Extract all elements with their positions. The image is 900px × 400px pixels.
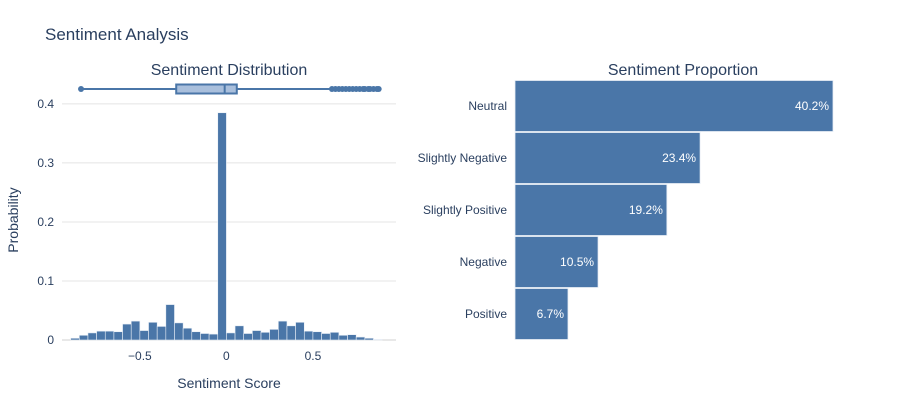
y-tick-label: 0.4	[37, 97, 54, 111]
box-iqr	[175, 83, 238, 95]
box-min-point	[78, 86, 85, 92]
category-label: Neutral	[468, 99, 507, 113]
box-plot	[78, 83, 382, 95]
histogram-bar	[148, 321, 158, 341]
proportion-category-labels: Neutral Slightly Negative Slightly Positiv…	[418, 99, 508, 321]
proportion-panel: Sentiment Proportion Neutral Slightly Neg…	[418, 62, 834, 340]
proportion-bar	[514, 288, 569, 340]
histogram-bar	[312, 331, 322, 341]
histogram-bar	[260, 332, 270, 341]
histogram-bar	[252, 330, 262, 341]
histogram-title: Sentiment Distribution	[151, 62, 308, 79]
histogram-bars	[70, 112, 383, 341]
y-tick-label: 0.2	[37, 215, 54, 229]
histogram-bar	[269, 329, 279, 341]
histogram-bar	[278, 320, 288, 341]
histogram-x-axis-title: Sentiment Score	[177, 375, 281, 391]
histogram-gridlines	[62, 103, 396, 341]
histogram-bar	[113, 331, 123, 341]
histogram-bar	[87, 332, 97, 341]
bar-value-label: 40.2%	[795, 99, 829, 113]
histogram-bar	[182, 327, 193, 341]
histogram-bar	[243, 333, 253, 341]
y-tick-label: 0	[47, 333, 54, 347]
box-outlier-point	[375, 86, 382, 92]
proportion-bars	[514, 80, 834, 340]
histogram-bar	[295, 321, 305, 341]
bar-value-label: 6.7%	[537, 307, 565, 321]
bar-value-label: 23.4%	[662, 151, 696, 165]
histogram-bar	[208, 333, 219, 341]
histogram-panel: Sentiment Distribution 0 0.1 0.2 0.3 0.4 −0.…	[5, 62, 396, 391]
histogram-bar	[286, 325, 296, 341]
histogram-bar	[165, 304, 175, 341]
bar-value-label: 10.5%	[560, 255, 594, 269]
histogram-y-axis-title: Probability	[5, 187, 21, 252]
x-tick-label: −0.5	[128, 349, 152, 363]
proportion-bar	[514, 184, 668, 236]
histogram-bar	[139, 330, 149, 341]
histogram-bar	[79, 334, 89, 341]
histogram-bar	[373, 339, 383, 341]
histogram-y-ticks: 0 0.1 0.2 0.3 0.4	[37, 97, 54, 347]
histogram-bar	[174, 322, 184, 341]
histogram-bar	[234, 325, 245, 341]
bar-value-label: 19.2%	[629, 203, 663, 217]
histogram-x-ticks: −0.5 0 0.5	[128, 349, 322, 363]
histogram-bar	[364, 337, 374, 341]
histogram-bar	[156, 326, 167, 341]
y-tick-label: 0.3	[37, 156, 54, 170]
histogram-bar	[226, 332, 236, 341]
proportion-bar	[514, 132, 701, 184]
histogram-bar	[122, 323, 132, 341]
category-label: Positive	[465, 307, 507, 321]
proportion-title: Sentiment Proportion	[608, 62, 758, 79]
histogram-bar	[70, 337, 80, 341]
proportion-value-labels: 40.2% 23.4% 19.2% 10.5% 6.7%	[537, 99, 830, 321]
histogram-bar	[200, 333, 210, 341]
histogram-bar	[104, 330, 115, 341]
histogram-bar	[355, 336, 366, 341]
histogram-bar	[217, 112, 227, 341]
histogram-bar	[347, 334, 357, 341]
x-tick-label: 0.5	[305, 349, 322, 363]
category-label: Negative	[460, 255, 508, 269]
x-tick-label: 0	[223, 349, 230, 363]
y-tick-label: 0.1	[37, 274, 54, 288]
proportion-bar	[514, 236, 599, 288]
category-label: Slightly Positive	[423, 203, 507, 217]
histogram-bar	[96, 330, 106, 341]
histogram-bar	[329, 332, 340, 341]
page-title: Sentiment Analysis	[45, 25, 189, 44]
histogram-bar	[321, 333, 331, 341]
proportion-bar	[514, 80, 834, 132]
histogram-bar	[130, 320, 141, 341]
histogram-bar	[338, 334, 348, 341]
histogram-bar	[191, 331, 201, 341]
histogram-bar	[303, 330, 314, 341]
category-label: Slightly Negative	[418, 151, 508, 165]
